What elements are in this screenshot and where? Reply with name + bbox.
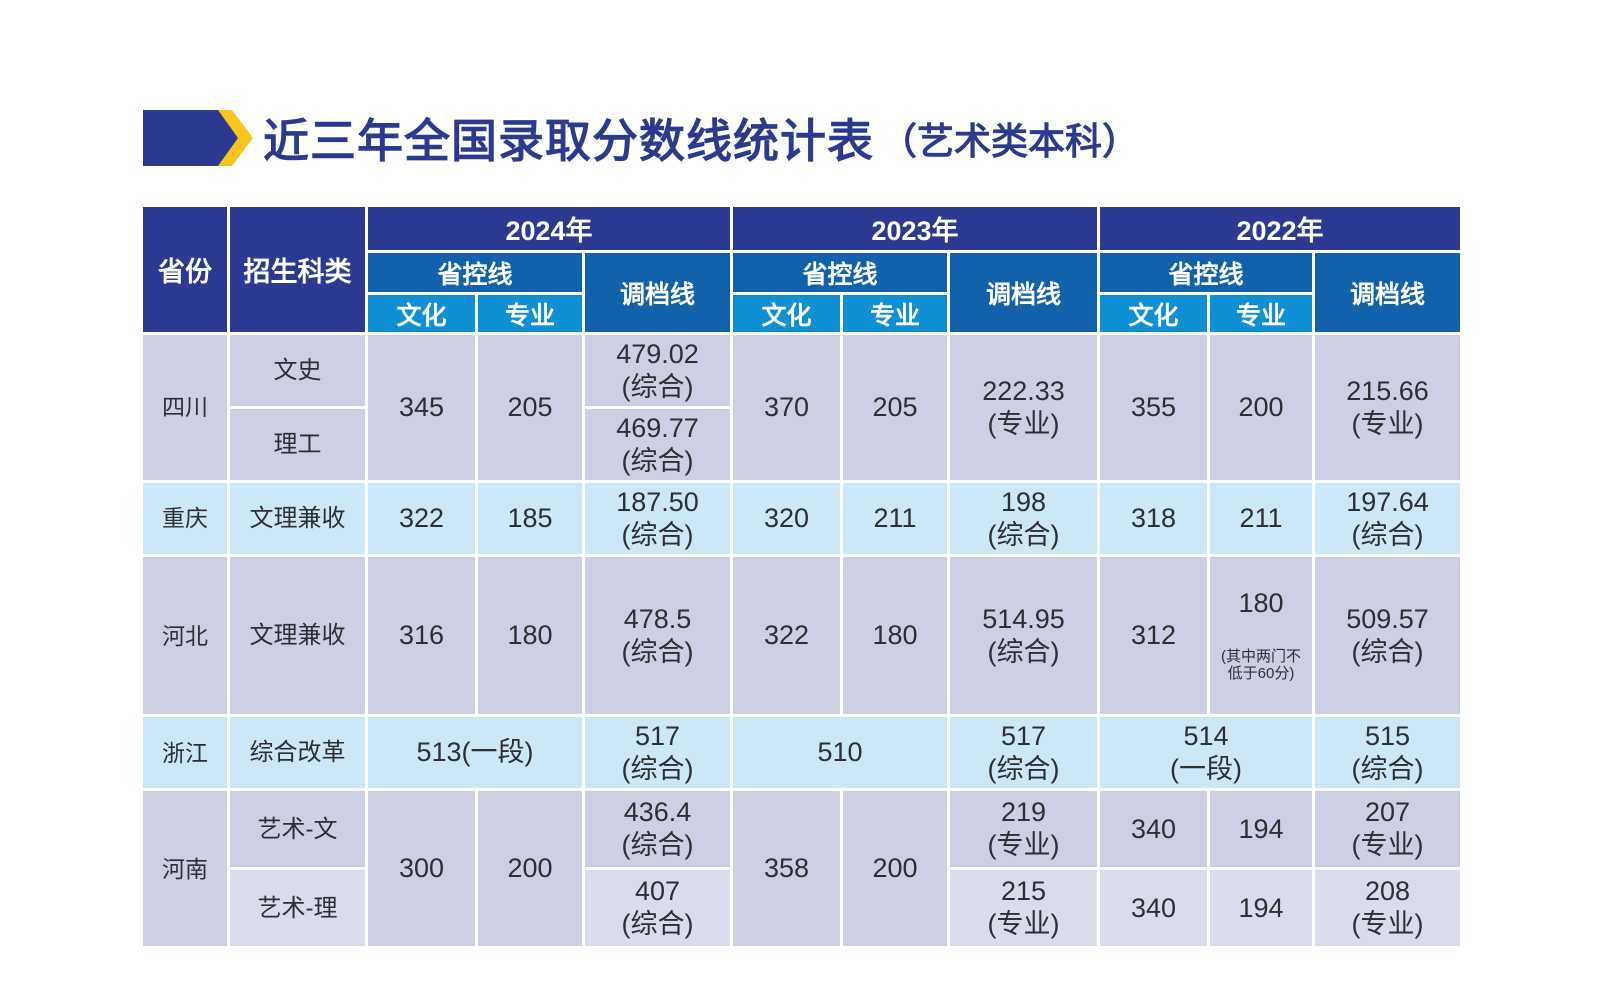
col-header-control-line-2022: 省控线 — [1097, 250, 1315, 295]
cell-hebei-2024-culture: 316 — [365, 553, 478, 718]
page-title-row: 近三年全国录取分数线统计表 （艺术类本科） — [143, 106, 1139, 170]
cell-hebei-2022-major: 180 (其中两门不 低于60分) — [1207, 553, 1315, 718]
cell-hebei-2023-culture: 322 — [730, 553, 843, 718]
cell-hebei-2024-transfer: 478.5 (综合) — [582, 553, 733, 718]
table-row-chongqing: 重庆 文理兼收 322 185 187.50 (综合) 320 211 198 … — [140, 480, 1463, 557]
cell-zhejiang-2023-control: 510 — [730, 714, 950, 792]
col-header-year-2024: 2024年 — [365, 204, 733, 253]
cell-zhejiang-2024-control: 513(一段) — [365, 714, 585, 792]
cell-henan-2023-major: 200 — [840, 788, 950, 950]
cell-zhejiang-2022-control: 514 (一段) — [1097, 714, 1315, 792]
page-title: 近三年全国录取分数线统计表 （艺术类本科） — [263, 105, 1139, 171]
table-row-sichuan-wenshi: 四川 文史 345 205 479.02 (综合) 370 205 222.33… — [140, 332, 1463, 483]
col-header-culture-2022: 文化 — [1097, 292, 1210, 335]
col-header-transfer-line-2022: 调档线 — [1312, 250, 1463, 335]
cell-sichuan-2024-transfer-wenshi: 479.02 (综合) — [582, 332, 733, 409]
cell-henan-2022-major-yishuwen: 194 — [1207, 788, 1315, 871]
cell-sichuan-2024-culture: 345 — [365, 332, 478, 483]
table-row-sichuan-ligong: 理工 469.77 (综合) — [142, 406, 1462, 483]
cell-hebei-category: 文理兼收 — [227, 553, 368, 718]
col-header-control-line-2023: 省控线 — [730, 250, 950, 295]
cell-sichuan-2022-major: 200 — [1207, 332, 1315, 483]
cell-hebei-2023-transfer: 514.95 (综合) — [947, 553, 1100, 718]
cell-hebei-province: 河北 — [140, 553, 230, 718]
cell-zhejiang-2024-transfer: 517 (综合) — [582, 714, 733, 792]
cell-sichuan-province: 四川 — [140, 332, 230, 483]
cell-sichuan-2023-major: 205 — [840, 332, 950, 483]
cell-zhejiang-province: 浙江 — [140, 714, 230, 792]
cell-chongqing-2022-major: 211 — [1207, 480, 1315, 557]
col-header-major-2023: 专业 — [840, 292, 950, 335]
cell-henan-2023-transfer-yishuli: 215 (专业) — [947, 867, 1100, 950]
col-header-year-2022: 2022年 — [1097, 204, 1463, 253]
cell-chongqing-category: 文理兼收 — [227, 480, 368, 557]
cell-henan-2023-transfer-yishuwen: 219 (专业) — [947, 788, 1100, 871]
cell-chongqing-province: 重庆 — [140, 480, 230, 557]
col-header-culture-2024: 文化 — [365, 292, 478, 335]
cell-hebei-2022-transfer: 509.57 (综合) — [1312, 553, 1463, 718]
arrow-badge-icon — [143, 110, 253, 166]
cell-henan-2022-transfer-yishuli: 208 (专业) — [1312, 867, 1463, 950]
cell-sichuan-2024-transfer-ligong: 469.77 (综合) — [582, 406, 733, 483]
cell-chongqing-2022-transfer: 197.64 (综合) — [1312, 480, 1463, 557]
col-header-major-2024: 专业 — [475, 292, 585, 335]
cell-hebei-2022-major-value: 180 — [1238, 587, 1284, 618]
cell-chongqing-2023-major: 211 — [840, 480, 950, 557]
cell-chongqing-2024-transfer: 187.50 (综合) — [582, 480, 733, 557]
cell-chongqing-2024-major: 185 — [475, 480, 585, 557]
cell-hebei-2022-major-note: (其中两门不 低于60分) — [1221, 648, 1301, 683]
cell-henan-province: 河南 — [140, 788, 230, 950]
cell-hebei-2023-major: 180 — [840, 553, 950, 718]
cell-henan-2024-transfer-yishuwen: 436.4 (综合) — [582, 788, 733, 871]
col-header-culture-2023: 文化 — [730, 292, 843, 335]
cell-henan-2022-transfer-yishuwen: 207 (专业) — [1312, 788, 1463, 871]
cell-henan-2022-culture-yishuwen: 340 — [1097, 788, 1210, 871]
cell-sichuan-category-wenshi: 文史 — [227, 332, 368, 409]
cell-henan-2024-transfer-yishuli: 407 (综合) — [582, 867, 733, 950]
cell-sichuan-2024-major: 205 — [475, 332, 585, 483]
table-row-henan-yishuwen: 河南 艺术-文 300 200 436.4 (综合) 358 200 219 (… — [140, 788, 1463, 950]
col-header-transfer-line-2024: 调档线 — [582, 250, 733, 335]
cell-sichuan-2023-culture: 370 — [730, 332, 843, 483]
col-header-transfer-line-2023: 调档线 — [947, 250, 1100, 335]
cell-chongqing-2022-culture: 318 — [1097, 480, 1210, 557]
table-row-zhejiang: 浙江 综合改革 513(一段) 517 (综合) 510 517 (综合) 51… — [140, 714, 1463, 792]
cell-chongqing-2023-transfer: 198 (综合) — [947, 480, 1100, 557]
cell-henan-2024-culture: 300 — [365, 788, 478, 950]
score-table: 省份 招生科类 2024年 2023年 2022年 省控线 调档线 省控线 调档… — [140, 204, 1463, 950]
cell-hebei-2024-major: 180 — [475, 553, 585, 718]
cell-zhejiang-2022-transfer: 515 (综合) — [1312, 714, 1463, 792]
cell-henan-category-yishuli: 艺术-理 — [227, 867, 368, 950]
table-row-hebei: 河北 文理兼收 316 180 478.5 (综合) 322 180 514.9… — [140, 553, 1463, 718]
cell-henan-2023-culture: 358 — [730, 788, 843, 950]
page-title-main: 近三年全国录取分数线统计表 — [263, 115, 874, 167]
cell-henan-2022-culture-yishuli: 340 — [1097, 867, 1210, 950]
cell-sichuan-2022-transfer: 215.66 (专业) — [1312, 332, 1463, 483]
col-header-control-line-2024: 省控线 — [365, 250, 585, 295]
cell-sichuan-category-ligong: 理工 — [227, 406, 368, 483]
cell-zhejiang-category: 综合改革 — [227, 714, 368, 792]
cell-chongqing-2024-culture: 322 — [365, 480, 478, 557]
cell-zhejiang-2023-transfer: 517 (综合) — [947, 714, 1100, 792]
table-row-henan-yishuli: 艺术-理 407 (综合) 215 (专业) 340 194 208 (专业) — [142, 867, 1463, 950]
col-header-category: 招生科类 — [227, 204, 368, 335]
cell-hebei-2022-culture: 312 — [1097, 553, 1210, 718]
cell-chongqing-2023-culture: 320 — [730, 480, 843, 557]
col-header-province: 省份 — [140, 204, 230, 335]
cell-henan-category-yishuwen: 艺术-文 — [227, 788, 368, 871]
cell-henan-2024-major: 200 — [475, 788, 585, 950]
cell-sichuan-2022-culture: 355 — [1097, 332, 1210, 483]
col-header-year-2023: 2023年 — [730, 204, 1100, 253]
page-title-sub: （艺术类本科） — [880, 121, 1139, 162]
cell-henan-2022-major-yishuli: 194 — [1207, 867, 1315, 950]
col-header-major-2022: 专业 — [1207, 292, 1315, 335]
cell-sichuan-2023-transfer: 222.33 (专业) — [947, 332, 1100, 483]
